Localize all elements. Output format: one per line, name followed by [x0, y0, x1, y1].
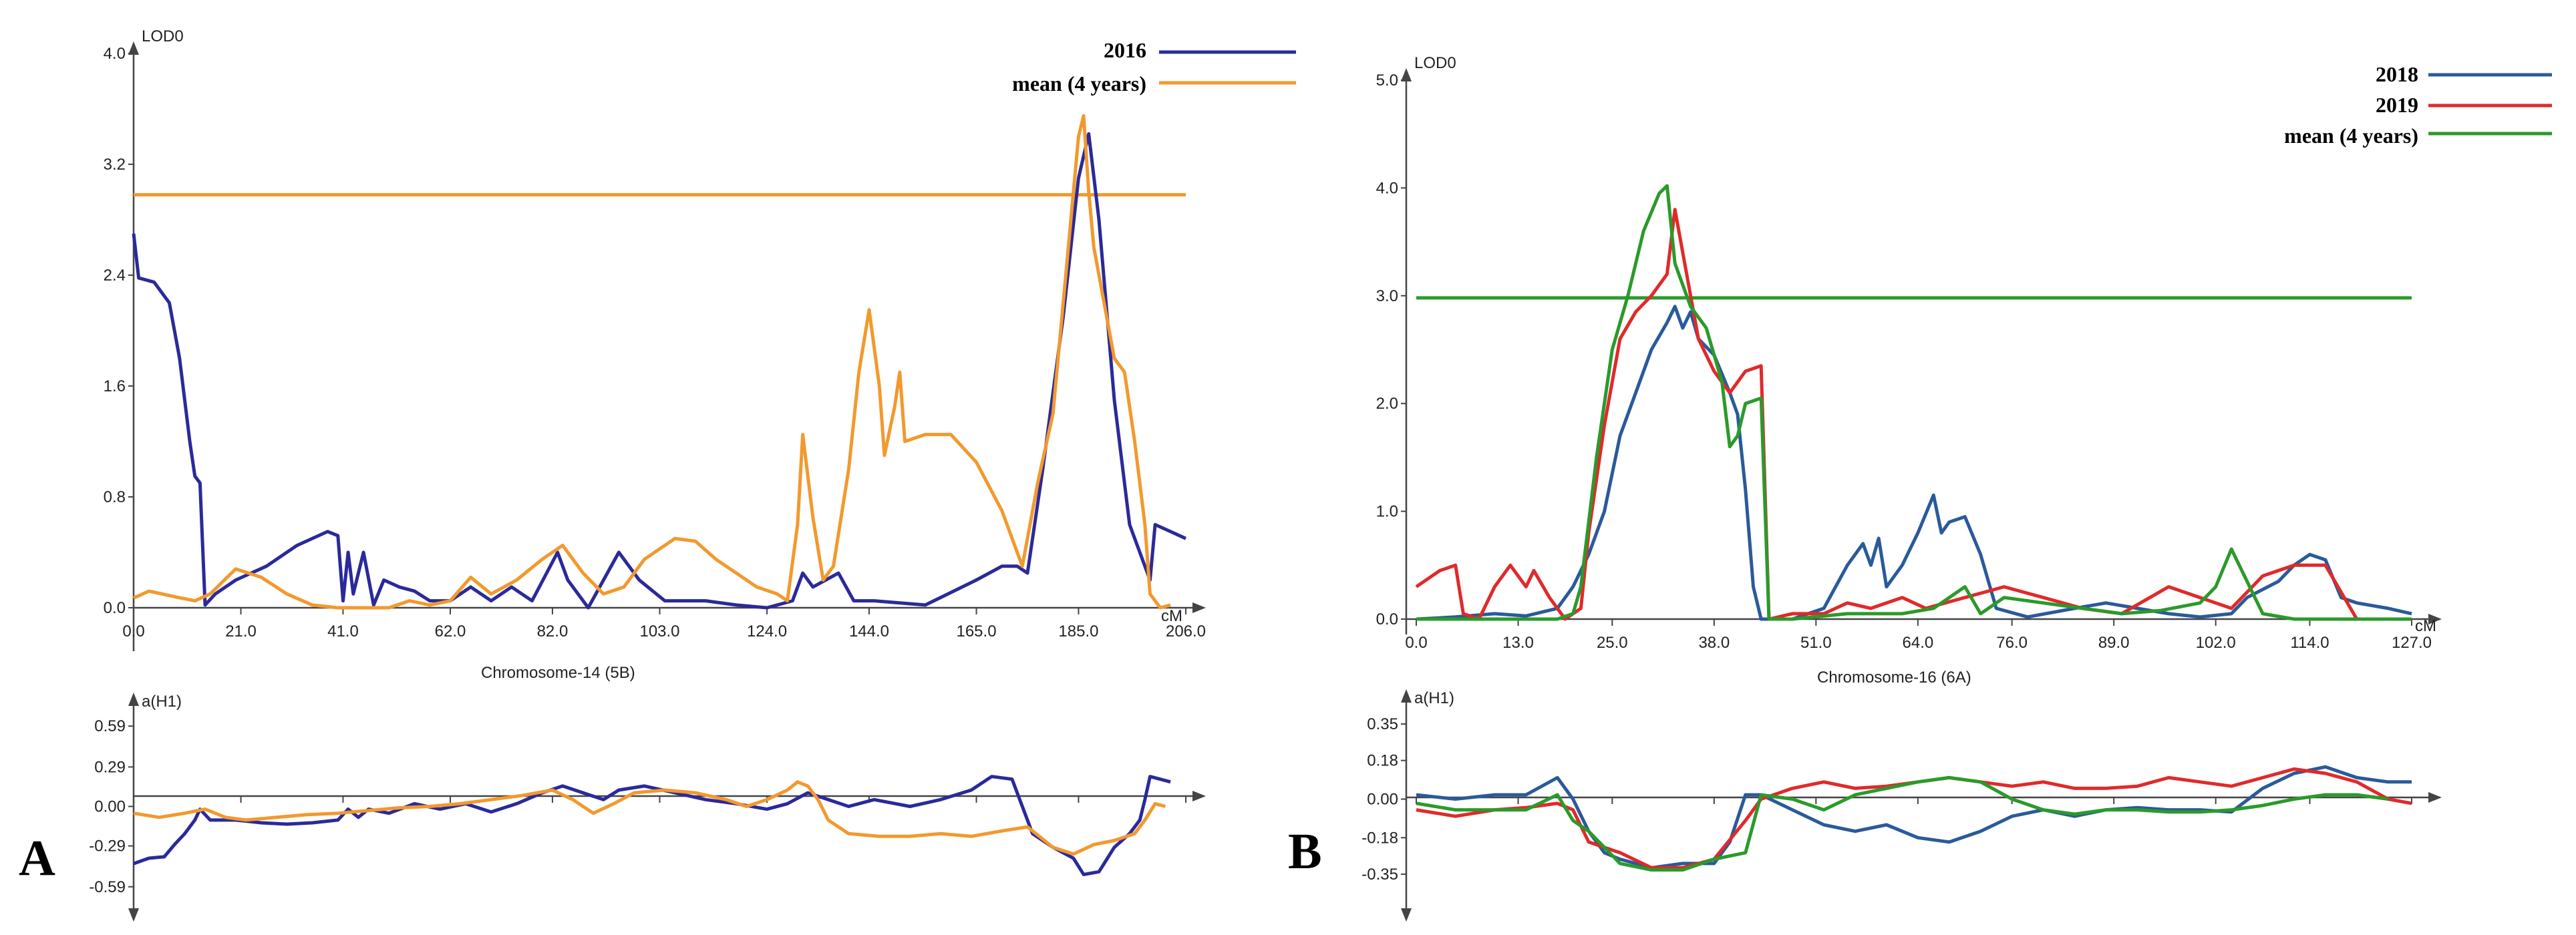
- panel-a-x-title: Chromosome-14 (5B): [481, 664, 635, 682]
- panel-b-lod-y-label: LOD0: [1414, 54, 1456, 72]
- add-y-tick-label: -0.29: [89, 837, 126, 856]
- add-y-tick-label: 0.29: [94, 758, 126, 776]
- x-tick-label: 124.0: [747, 622, 787, 640]
- lod-y-tick-label: 5.0: [1376, 71, 1398, 89]
- x-tick-label: 102.0: [2196, 634, 2236, 652]
- x-tick-label: 103.0: [639, 622, 679, 640]
- panel-b-x-ticks: 0.0 13.0 25.0 38.0 51.0 64.0 76.0 89.0 102.0 114.…: [1405, 619, 2432, 652]
- panel-b-add-y-arrow-up: [1401, 689, 1412, 703]
- x-tick-label: 114.0: [2290, 634, 2329, 652]
- panel-a-add-y-arrow-up: [128, 693, 139, 706]
- x-tick-label: 185.0: [1058, 622, 1098, 640]
- panel-a-legend: 2016 mean (4 years): [1012, 38, 1296, 96]
- add-y-tick-label: -0.18: [1361, 829, 1398, 847]
- add-y-tick-label: 0.18: [1367, 752, 1398, 770]
- x-tick-label: 206.0: [1166, 622, 1206, 640]
- add-y-tick-label: -0.35: [1361, 866, 1398, 884]
- panel-a-label: A: [19, 830, 55, 886]
- panel-b-lod-plot: LOD0 cM Chromosome-16 (6A) 0.0 1.0 2.0 3.0 4…: [1376, 54, 2442, 687]
- panel-a-x-ticks: 0.0 21.0 41.0 62.0 82.0 103.0 124.0 144.0 165.0 1…: [122, 608, 1206, 640]
- panel-b-legend-mean: mean (4 years): [2284, 124, 2418, 148]
- panel-b-add-y-ticks: -0.35 -0.18 0.00 0.18 0.35: [1361, 715, 1406, 884]
- panel-b-lod-y-arrow: [1401, 68, 1412, 81]
- x-tick-label: 21.0: [225, 622, 257, 640]
- panel-b-x-unit: cM: [2415, 617, 2436, 635]
- lod-y-tick-label: 1.6: [104, 377, 126, 395]
- lod-y-tick-label: 2.0: [1376, 395, 1398, 413]
- panel-a-lod-series-mean: [132, 114, 1171, 610]
- panel-b-lod-x-arrow: [2428, 614, 2442, 624]
- panel-b-add-series-mean: [1416, 775, 2389, 872]
- lod-y-tick-label: 2.4: [104, 266, 126, 285]
- panel-a-lod-y-label: LOD0: [142, 27, 184, 45]
- panel-a-legend-mean: mean (4 years): [1012, 71, 1146, 96]
- x-tick-label: 25.0: [1597, 634, 1628, 652]
- x-tick-label: 0.0: [122, 622, 144, 640]
- x-tick-label: 64.0: [1903, 634, 1934, 652]
- panel-b: LOD0 cM Chromosome-16 (6A) 0.0 1.0 2.0 3.0 4…: [1288, 54, 2552, 922]
- panel-a-add-y-label: a(H1): [142, 693, 182, 711]
- panel-b-additive-plot: a(H1) -0.35 -0.18 0.00 0.18 0.35: [1361, 689, 2442, 922]
- panel-a-lod-x-arrow: [1192, 602, 1206, 613]
- panel-b-add-x-arrow: [2428, 792, 2442, 803]
- panel-a-add-y-ticks: -0.59 -0.29 0.00 0.29 0.59: [89, 717, 134, 896]
- lod-y-tick-label: 0.0: [1376, 610, 1398, 628]
- x-tick-label: 0.0: [1405, 634, 1427, 652]
- panel-a-add-y-arrow-down: [128, 908, 139, 922]
- x-tick-label: 127.0: [2392, 634, 2432, 652]
- lod-y-tick-label: 0.0: [104, 599, 126, 617]
- panel-b-lod-series-2019: [1415, 208, 2412, 621]
- panel-b-legend: 2018 2019 mean (4 years): [2284, 62, 2552, 148]
- panel-b-x-title: Chromosome-16 (6A): [1817, 669, 1971, 687]
- x-tick-label: 13.0: [1502, 634, 1534, 652]
- x-tick-label: 144.0: [849, 622, 889, 640]
- lod-y-tick-label: 1.0: [1376, 503, 1398, 521]
- lod-y-tick-label: 0.8: [104, 488, 126, 506]
- panel-b-add-y-label: a(H1): [1414, 689, 1454, 707]
- panel-a-lod-plot: LOD0 cM Chromosome-14 (5B) 0.0 0.8 1.6 2.4 3…: [104, 27, 1206, 682]
- x-tick-label: 41.0: [327, 622, 359, 640]
- panel-a-add-x-arrow: [1192, 791, 1206, 801]
- x-tick-label: 62.0: [435, 622, 466, 640]
- x-tick-label: 51.0: [1800, 634, 1832, 652]
- panel-b-add-x-ticks: [1416, 797, 2412, 804]
- x-tick-label: 89.0: [2098, 634, 2130, 652]
- panel-a-add-series-mean: [133, 780, 1166, 856]
- x-tick-label: 38.0: [1698, 634, 1730, 652]
- panel-b-lod-series-2018: [1416, 305, 2412, 621]
- panel-a-lod-y-ticks: 0.0 0.8 1.6 2.4 3.2 4.0: [104, 45, 134, 617]
- panel-a-x-unit: cM: [1161, 607, 1182, 625]
- panel-a-add-x-ticks: [133, 796, 1186, 803]
- x-tick-label: 165.0: [956, 622, 996, 640]
- panel-a-legend-2016: 2016: [1104, 38, 1146, 62]
- panel-a: LOD0 cM Chromosome-14 (5B) 0.0 0.8 1.6 2.4 3…: [19, 27, 1296, 922]
- x-tick-label: 76.0: [1996, 634, 2028, 652]
- add-y-tick-label: 0.35: [1367, 715, 1398, 733]
- add-y-tick-label: -0.59: [89, 878, 126, 896]
- panel-b-legend-2018: 2018: [2376, 62, 2418, 86]
- panel-b-label: B: [1288, 823, 1322, 880]
- x-tick-label: 82.0: [537, 622, 569, 640]
- panel-a-add-series-2016: [133, 775, 1171, 876]
- panel-b-add-y-arrow-down: [1401, 908, 1412, 922]
- add-y-tick-label: 0.00: [94, 798, 126, 816]
- add-y-tick-label: 0.59: [94, 717, 126, 735]
- lod-y-tick-label: 3.0: [1376, 287, 1398, 305]
- panel-b-lod-series-mean: [1416, 184, 2412, 621]
- lod-y-tick-label: 4.0: [104, 45, 126, 63]
- panel-a-lod-y-arrow: [128, 41, 139, 55]
- panel-b-lod-y-ticks: 0.0 1.0 2.0 3.0 4.0 5.0: [1376, 71, 1406, 628]
- add-y-tick-label: 0.00: [1367, 791, 1398, 809]
- panel-b-legend-2019: 2019: [2376, 93, 2418, 117]
- lod-y-tick-label: 3.2: [104, 156, 126, 174]
- lod-y-tick-label: 4.0: [1376, 179, 1398, 197]
- panel-a-additive-plot: a(H1) -0.59 -0.29 0.00 0.29 0.59: [89, 693, 1206, 922]
